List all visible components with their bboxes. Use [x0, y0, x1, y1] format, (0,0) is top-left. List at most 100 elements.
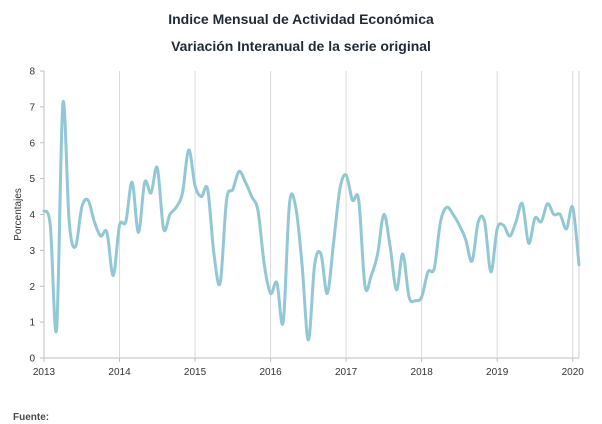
data-point: [420, 296, 422, 298]
data-point: [408, 296, 410, 298]
data-point: [521, 203, 523, 205]
x-tick-label: 2015: [184, 367, 207, 378]
data-point: [295, 206, 297, 208]
data-point: [87, 199, 89, 201]
y-tick-label: 3: [29, 246, 35, 257]
chart-subtitle: Variación Interanual de la serie origina…: [171, 38, 431, 54]
data-point: [232, 188, 234, 190]
data-point: [370, 274, 372, 276]
data-point: [446, 206, 448, 208]
x-tick-label: 2019: [486, 367, 509, 378]
data-point: [74, 246, 76, 248]
y-tick-label: 2: [29, 282, 35, 293]
y-tick-label: 0: [29, 354, 35, 365]
data-point: [118, 224, 120, 226]
y-tick-label: 6: [29, 138, 35, 149]
y-tick-label: 5: [29, 174, 35, 185]
data-point: [471, 260, 473, 262]
data-point: [251, 195, 253, 197]
data-point: [559, 213, 561, 215]
data-point: [351, 199, 353, 201]
x-tick-label: 2017: [335, 367, 358, 378]
data-point: [93, 220, 95, 222]
data-point: [345, 174, 347, 176]
data-point: [55, 328, 57, 330]
data-point: [540, 220, 542, 222]
data-point: [490, 271, 492, 273]
data-point: [320, 253, 322, 255]
data-point: [288, 203, 290, 205]
data-point: [131, 181, 133, 183]
data-point: [414, 299, 416, 301]
y-tick-label: 4: [29, 210, 35, 221]
data-point: [144, 181, 146, 183]
y-tick-label: 7: [29, 102, 35, 113]
x-tick-label: 2013: [33, 367, 56, 378]
y-tick-label: 8: [29, 67, 35, 78]
data-point: [433, 267, 435, 269]
data-point: [99, 235, 101, 237]
data-point: [402, 253, 404, 255]
data-point: [465, 238, 467, 240]
data-point: [150, 192, 152, 194]
data-point: [62, 102, 64, 104]
data-point: [175, 206, 177, 208]
data-point: [578, 264, 580, 266]
data-point: [156, 167, 158, 169]
data-point: [269, 292, 271, 294]
data-point: [162, 228, 164, 230]
data-point: [483, 220, 485, 222]
data-point: [358, 199, 360, 201]
data-point: [546, 203, 548, 205]
data-point: [68, 220, 70, 222]
data-point: [452, 213, 454, 215]
y-tick-label: 1: [29, 318, 35, 329]
data-point: [496, 228, 498, 230]
data-point: [395, 289, 397, 291]
data-point: [364, 285, 366, 287]
data-point: [263, 264, 265, 266]
data-point: [439, 220, 441, 222]
data-point: [81, 206, 83, 208]
data-point: [137, 231, 139, 233]
data-point: [112, 274, 114, 276]
data-point: [188, 149, 190, 151]
data-point: [376, 253, 378, 255]
data-point: [125, 220, 127, 222]
data-point: [169, 213, 171, 215]
data-point: [43, 210, 45, 212]
data-point: [219, 281, 221, 283]
data-point: [527, 242, 529, 244]
data-point: [282, 321, 284, 323]
data-point: [515, 220, 517, 222]
x-tick-label: 2014: [108, 367, 131, 378]
data-point: [534, 217, 536, 219]
data-point: [389, 246, 391, 248]
y-axis-label: Porcentajes: [13, 188, 24, 241]
source-label: Fuente:: [13, 412, 50, 423]
data-point: [49, 224, 51, 226]
data-point: [509, 235, 511, 237]
data-point: [565, 228, 567, 230]
data-point: [276, 281, 278, 283]
data-point: [301, 264, 303, 266]
data-point: [383, 213, 385, 215]
data-point: [200, 195, 202, 197]
data-point: [307, 339, 309, 341]
data-point: [553, 213, 555, 215]
data-point: [213, 253, 215, 255]
data-point: [106, 231, 108, 233]
data-point: [458, 224, 460, 226]
data-point: [206, 188, 208, 190]
data-point: [427, 271, 429, 273]
data-point: [326, 292, 328, 294]
data-point: [181, 192, 183, 194]
data-point: [194, 185, 196, 187]
x-tick-label: 2018: [411, 367, 434, 378]
x-tick-label: 2020: [562, 367, 585, 378]
series-line: [42, 99, 581, 342]
data-point: [477, 220, 479, 222]
data-point: [572, 206, 574, 208]
x-tick-label: 2016: [259, 367, 282, 378]
